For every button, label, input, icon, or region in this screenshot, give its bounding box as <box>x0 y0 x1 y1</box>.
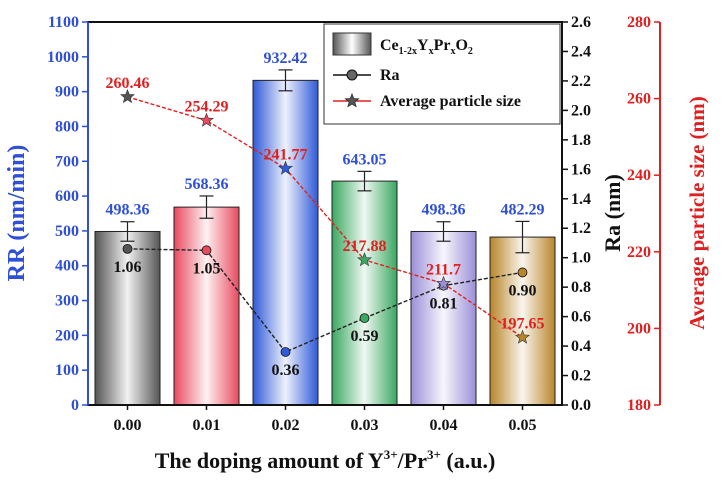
legend-bar-swatch <box>332 32 372 56</box>
ra-point <box>517 267 528 278</box>
particle-size-value-labels: 260.46 254.29 241.77 217.88 211.7 197.65 <box>106 75 545 333</box>
ra-value-label: 1.05 <box>193 260 221 277</box>
ra-tick-label: 0.8 <box>571 279 591 296</box>
ra-value-label: 0.36 <box>272 362 300 379</box>
legend-size-marker <box>344 92 360 108</box>
ra-value-label: 0.90 <box>509 282 537 299</box>
bar-value-labels: 498.36 568.36 932.42 643.05 498.36 482.29 <box>106 50 545 219</box>
rr-axis: 0 100 200 300 400 500 600 700 800 900 1000 1100 <box>47 14 89 414</box>
ra-axis: 0.0 0.2 0.4 0.6 0.8 1.0 1.2 1.4 1.6 1.8 2.0 2.2 2.4 2… <box>562 14 591 414</box>
rr-tick-label: 600 <box>55 188 79 205</box>
ra-tick-label: 1.0 <box>571 250 591 267</box>
particle-size-point <box>120 89 135 104</box>
ra-tick-label: 0.4 <box>571 338 591 355</box>
particle-size-tick-label: 240 <box>627 167 651 184</box>
x-tick-label: 0.04 <box>430 417 458 434</box>
ra-value-labels: 1.06 1.05 0.36 0.59 0.81 0.90 <box>114 259 537 379</box>
bar-value-label: 498.36 <box>422 202 466 219</box>
legend-ra-marker <box>346 69 358 81</box>
particle-size-value-label: 254.29 <box>185 98 229 115</box>
particle-size-line <box>127 96 523 338</box>
particle-size-value-label: 241.77 <box>264 146 308 163</box>
particle-size-point <box>199 112 214 127</box>
rr-tick-label: 1000 <box>47 49 79 66</box>
x-tick-label: 0.03 <box>351 417 379 434</box>
rr-tick-label: 900 <box>55 84 79 101</box>
ra-value-label: 0.59 <box>351 328 379 345</box>
rr-axis-label: RR (nm/min) <box>4 145 30 282</box>
ra-tick-label: 1.4 <box>571 191 591 208</box>
particle-size-point <box>278 160 293 175</box>
x-tick-label: 0.02 <box>272 417 300 434</box>
particle-size-tick-label: 280 <box>627 14 651 31</box>
ra-tick-label: 1.6 <box>571 161 591 178</box>
particle-size-axis-label: Average particle size (nm) <box>685 96 709 329</box>
ra-point <box>280 347 291 357</box>
bar-value-label: 643.05 <box>343 151 387 168</box>
error-bars <box>120 69 530 254</box>
bar <box>173 206 240 406</box>
particle-size-tick-label: 200 <box>627 320 651 337</box>
x-tick-label: 0.05 <box>509 417 537 434</box>
ra-value-label: 1.06 <box>114 259 142 276</box>
x-tick-label: 0.00 <box>114 417 142 434</box>
ra-tick-label: 0.0 <box>571 397 591 414</box>
ra-tick-label: 2.0 <box>571 102 591 119</box>
ra-series <box>122 243 528 357</box>
rr-tick-label: 1100 <box>48 14 79 31</box>
bar <box>94 230 161 406</box>
x-tick-label: 0.01 <box>193 417 221 434</box>
legend: Ce1-2xYxPrxO2 Ra Average particle size <box>323 23 561 125</box>
particle-size-value-label: 260.46 <box>106 75 150 92</box>
ra-point <box>201 245 212 256</box>
x-axis: 0.00 0.01 0.02 0.03 0.04 0.05 <box>114 405 537 434</box>
ra-line <box>127 248 523 353</box>
ra-value-label: 0.81 <box>430 296 458 313</box>
particle-size-series <box>120 89 530 344</box>
rr-tick-label: 400 <box>55 258 79 275</box>
legend-size-label: Average particle size <box>380 93 521 110</box>
rr-tick-label: 300 <box>55 293 79 310</box>
legend-ra-label: Ra <box>380 67 400 84</box>
particle-size-value-label: 197.65 <box>501 315 545 332</box>
particle-size-axis: 180 200 220 240 260 280 <box>627 14 661 414</box>
rr-tick-label: 200 <box>55 327 79 344</box>
ra-tick-label: 0.6 <box>571 309 591 326</box>
ra-tick-label: 2.2 <box>571 73 591 90</box>
bar <box>489 236 556 406</box>
ra-tick-label: 2.4 <box>571 43 591 60</box>
ra-tick-label: 1.2 <box>571 220 591 237</box>
particle-size-tick-label: 260 <box>627 91 651 108</box>
bar-value-label: 932.42 <box>264 50 308 67</box>
rr-tick-label: 800 <box>55 118 79 135</box>
particle-size-value-label: 211.7 <box>426 262 461 279</box>
ra-point <box>122 243 133 254</box>
ra-axis-label: Ra (nm) <box>600 174 625 252</box>
ra-point <box>359 313 370 323</box>
ra-tick-label: 0.2 <box>571 368 591 385</box>
legend-bar-label: Ce1-2xYxPrxO2 <box>380 37 473 57</box>
bar-value-label: 568.36 <box>185 176 229 193</box>
bar-value-label: 498.36 <box>106 202 150 219</box>
bar <box>331 180 398 406</box>
rr-tick-label: 500 <box>55 223 79 240</box>
particle-size-point <box>515 329 530 344</box>
bar-series <box>94 79 556 406</box>
particle-size-point <box>357 252 372 267</box>
particle-size-tick-label: 180 <box>627 397 651 414</box>
ra-tick-label: 2.6 <box>571 14 591 31</box>
ra-tick-label: 1.8 <box>571 132 591 149</box>
particle-size-value-label: 217.88 <box>343 238 387 255</box>
particle-size-point <box>436 275 451 290</box>
rr-tick-label: 0 <box>71 397 79 414</box>
x-axis-label: The doping amount of Y3+/Pr3+ (a.u.) <box>155 447 496 473</box>
particle-size-tick-label: 220 <box>627 244 651 261</box>
rr-tick-label: 700 <box>55 153 79 170</box>
bar <box>410 230 477 406</box>
bar-value-label: 482.29 <box>501 201 545 218</box>
rr-tick-label: 100 <box>55 362 79 379</box>
